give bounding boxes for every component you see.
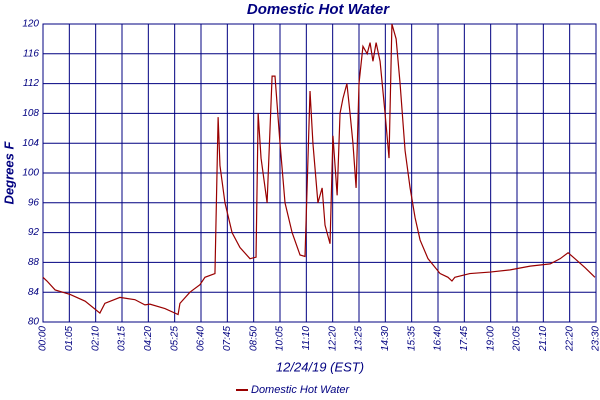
x-tick-label: 15:35: [406, 326, 417, 351]
x-tick-label: 23:30: [591, 326, 600, 352]
y-tick-label: 108: [22, 108, 39, 119]
y-tick-label: 92: [28, 227, 40, 238]
x-tick-label: 07:45: [222, 326, 233, 351]
y-tick-label: 96: [28, 197, 40, 208]
x-tick-label: 01:05: [64, 326, 75, 351]
x-tick-label: 19:00: [485, 326, 496, 351]
x-tick-label: 21:10: [538, 326, 549, 352]
y-tick-label: 88: [28, 257, 40, 268]
y-tick-label: 100: [22, 168, 39, 179]
x-tick-label: 00:00: [38, 326, 49, 351]
x-tick-label: 16:40: [433, 326, 444, 351]
x-tick-label: 11:10: [301, 326, 312, 351]
x-tick-label: 13:25: [354, 326, 365, 351]
x-tick-label: 17:45: [459, 326, 470, 351]
x-tick-label: 04:20: [143, 326, 154, 351]
x-tick-label: 02:10: [90, 326, 101, 351]
x-tick-label: 20:05: [512, 326, 523, 352]
y-tick-label: 120: [22, 19, 39, 30]
y-tick-label: 104: [22, 138, 39, 149]
x-tick-label: 05:25: [169, 326, 180, 351]
chart-title: Domestic Hot Water: [247, 1, 390, 18]
y-axis-label: Degrees F: [1, 141, 16, 205]
x-tick-label: 22:20: [564, 326, 575, 352]
x-tick-label: 08:50: [248, 326, 259, 351]
x-axis-label: 12/24/19 (EST): [276, 359, 364, 374]
x-tick-label: 14:30: [380, 326, 391, 351]
x-tick-label: 06:40: [196, 326, 207, 351]
data-line: [42, 23, 596, 316]
y-tick-label: 112: [23, 78, 39, 89]
y-tick-label: 80: [28, 317, 40, 328]
x-tick-label: 03:15: [117, 326, 128, 351]
x-tick-label: 12:20: [327, 326, 338, 351]
plot-border: [42, 23, 597, 323]
x-tick-label: 10:05: [275, 326, 286, 351]
y-tick-label: 116: [23, 48, 39, 59]
legend-label: Domestic Hot Water: [251, 384, 351, 396]
y-tick-label: 84: [28, 287, 40, 298]
